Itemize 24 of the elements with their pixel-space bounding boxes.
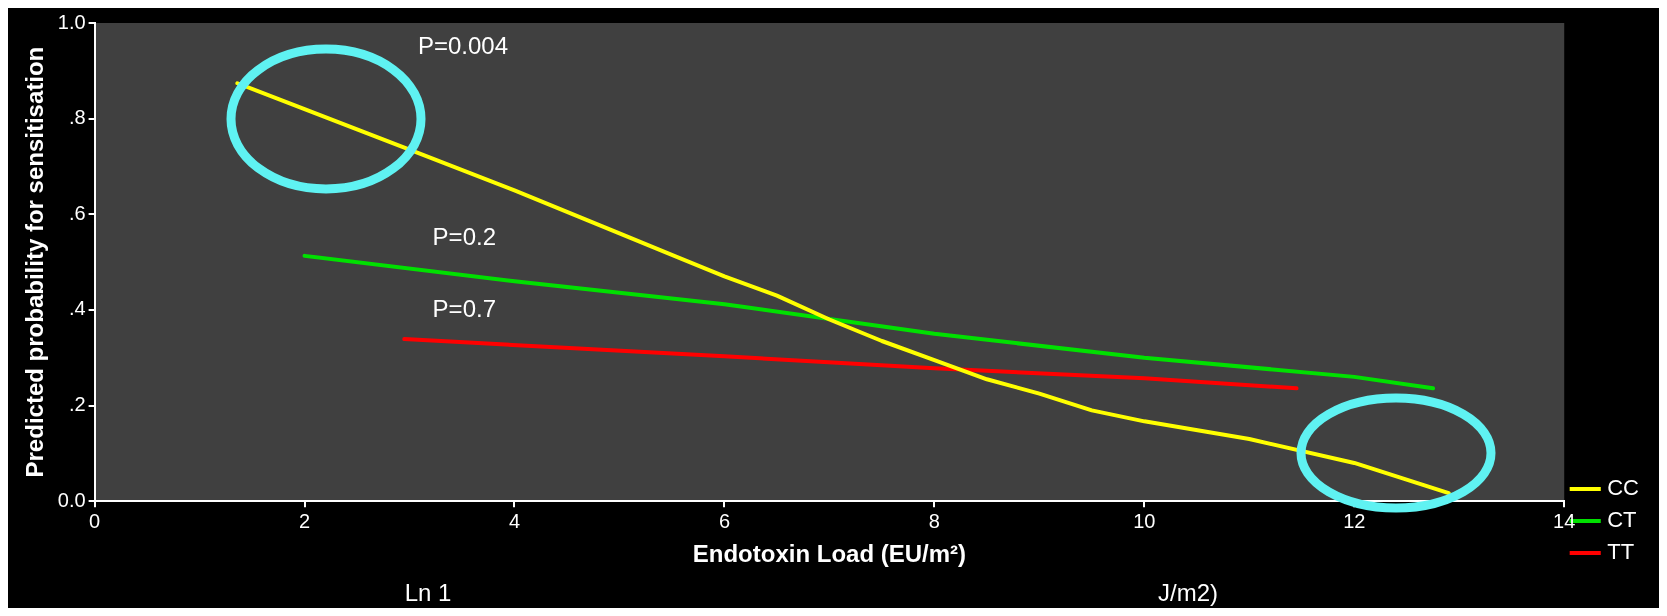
x-tick-label: 10 <box>1133 509 1156 532</box>
y-tick-label: .4 <box>68 297 86 320</box>
legend-label: CC <box>1607 475 1640 501</box>
x-tick-label: 0 <box>89 509 101 532</box>
legend-label: TT <box>1607 539 1635 565</box>
text: Ln 1 <box>404 578 452 606</box>
x-tick-label: 2 <box>298 509 311 532</box>
text: J/m2) <box>1158 578 1218 606</box>
x-tick-label: 14 <box>1553 509 1576 532</box>
y-tick-label: .8 <box>68 106 86 129</box>
x-axis-title: Endotoxin Load (EU/m²) <box>692 540 967 568</box>
annotation: P=0.7 <box>432 294 497 322</box>
x-tick-label: 8 <box>928 509 940 532</box>
y-tick-label: .6 <box>68 201 86 224</box>
x-tick-label: 12 <box>1343 509 1366 532</box>
legend-label: CT <box>1607 507 1637 533</box>
annotation: P=0.2 <box>432 222 497 250</box>
annotation: P=0.004 <box>417 31 509 59</box>
x-tick-label: 4 <box>508 509 521 532</box>
y-tick-label: 0.0 <box>57 488 86 511</box>
y-tick-label: 1.0 <box>57 10 86 33</box>
x-tick-label: 6 <box>718 509 730 532</box>
y-tick-label: .2 <box>68 393 86 416</box>
y-axis-title: Predicted probability for sensitisation <box>21 46 49 478</box>
